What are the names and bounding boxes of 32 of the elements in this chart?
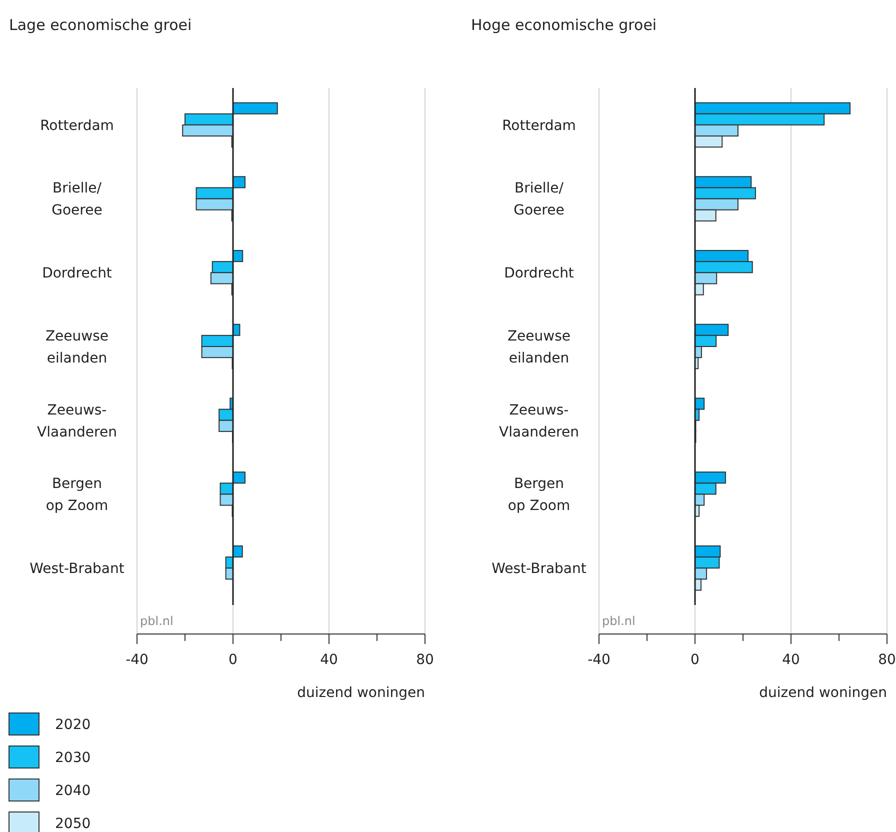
y-tick-label: Dordrecht xyxy=(504,266,574,282)
y-tick-label: Zeeuws- Vlaanderen xyxy=(37,402,117,440)
x-tick-label: 80 xyxy=(878,652,896,668)
legend-label: 2050 xyxy=(55,816,91,832)
chart-title: Hoge economische groei xyxy=(471,16,657,34)
legend-label: 2030 xyxy=(55,750,91,766)
x-axis-title: duizend woningen xyxy=(759,685,887,701)
x-tick-label: 0 xyxy=(228,652,238,668)
y-tick-label: Zeeuwse eilanden xyxy=(507,328,571,366)
x-tick-label: -40 xyxy=(126,652,148,668)
x-tick-label: 40 xyxy=(320,652,338,668)
y-tick-label: Brielle/ Goeree xyxy=(514,180,564,219)
x-tick-label: 80 xyxy=(416,652,434,668)
y-tick-label: Brielle/ Goeree xyxy=(52,180,102,219)
y-tick-label: Bergen op Zoom xyxy=(508,476,570,514)
y-tick-label: Zeeuwse eilanden xyxy=(45,328,109,366)
chart-title: Lage economische groei xyxy=(9,16,192,34)
y-tick-label: West-Brabant xyxy=(30,560,125,577)
x-tick-label: 40 xyxy=(782,652,800,668)
y-tick-label: Zeeuws- Vlaanderen xyxy=(499,402,579,440)
x-tick-label: 0 xyxy=(690,652,700,668)
y-tick-label: Bergen op Zoom xyxy=(46,476,108,514)
annotation: pbl.nl xyxy=(602,614,636,628)
y-tick-label: West-Brabant xyxy=(492,560,587,577)
legend-label: 2040 xyxy=(55,782,91,799)
y-tick-label: Rotterdam xyxy=(40,118,114,134)
x-tick-label: -40 xyxy=(588,652,610,668)
y-tick-label: Rotterdam xyxy=(502,118,576,134)
y-tick-label: Dordrecht xyxy=(42,266,112,282)
legend-label: 2020 xyxy=(55,716,91,733)
x-axis-title: duizend woningen xyxy=(297,685,425,701)
annotation: pbl.nl xyxy=(140,614,174,628)
